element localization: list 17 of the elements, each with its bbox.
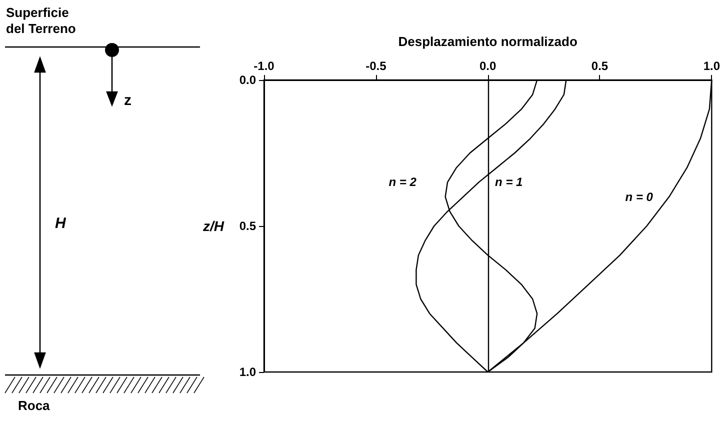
- y-tick-label: 1.0: [239, 365, 256, 379]
- text: n = 2: [388, 175, 417, 190]
- text: Superficie del Terreno: [6, 5, 77, 37]
- text: Roca: [18, 398, 50, 413]
- text: H: [55, 215, 66, 232]
- series-label: n = 1: [495, 175, 524, 190]
- text: z: [124, 92, 132, 109]
- y-tick-label: 0.0: [239, 73, 256, 87]
- x-axis-title: Desplazamiento normalizado: [398, 34, 578, 49]
- x-tick-label: 0.5: [591, 59, 608, 73]
- x-tick-label: 0.0: [479, 59, 496, 73]
- x-tick-label: 1.0: [703, 59, 720, 73]
- series-label: n = 0: [625, 190, 654, 204]
- x-tick-label: -0.5: [366, 59, 387, 73]
- x-tick-label: -1.0: [254, 59, 275, 73]
- y-axis-title: z/H: [202, 218, 225, 234]
- y-tick-label: 0.5: [239, 219, 256, 233]
